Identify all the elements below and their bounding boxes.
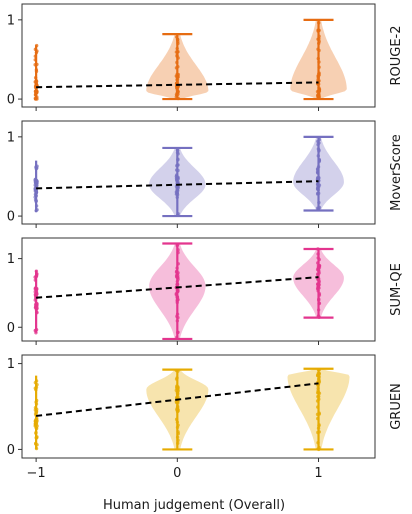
x-tick-label: 0 — [173, 466, 181, 481]
group-xm1 — [33, 160, 39, 213]
group-x0 — [146, 368, 209, 451]
group-x1 — [293, 135, 344, 212]
panel-rouge-2: 0 1 ROUGE-2 — [7, 3, 404, 111]
panel-frame — [21, 354, 376, 459]
panel-label: MoverScore — [389, 134, 404, 211]
x-tick-label: 1 — [314, 466, 322, 481]
panel-label: GRUEN — [389, 383, 404, 430]
trend-line — [36, 180, 319, 190]
group-x0 — [146, 33, 209, 101]
y-tick-label: 0 — [7, 93, 15, 108]
y-tick-label: 1 — [7, 13, 15, 28]
y-tick-label: 1 — [7, 252, 15, 267]
panel-frame — [21, 237, 376, 342]
y-tick-label: 0 — [7, 443, 15, 458]
panel-frame — [21, 120, 376, 225]
group-x0 — [149, 146, 206, 218]
panel-frame — [21, 3, 376, 108]
panel-moverscore: 0 1 MoverScore — [7, 120, 404, 228]
y-tick-label: 0 — [7, 210, 15, 225]
trend-line — [36, 276, 319, 299]
group-x1 — [287, 367, 350, 452]
group-xm1 — [33, 269, 39, 335]
group-x1 — [290, 18, 347, 101]
trend-line — [36, 382, 319, 417]
group-xm1 — [33, 43, 39, 101]
y-tick-label: 1 — [7, 357, 15, 372]
group-xm1 — [33, 375, 39, 451]
panel-sum-qe: 0 1 SUM-QE — [7, 237, 404, 345]
x-tick-label: −1 — [27, 466, 46, 481]
panel-label: ROUGE-2 — [389, 25, 404, 85]
panel-label: SUM-QE — [389, 263, 404, 316]
x-axis: Human judgement (Overall) −1 0 1 — [27, 466, 323, 513]
panels-layer: 0 1 ROUGE-2 0 1 MoverScore 0 1 SUM-QE 0 1 GRUEN — [7, 3, 404, 462]
x-axis-title: Human judgement (Overall) — [103, 498, 285, 513]
trend-line — [36, 81, 319, 89]
group-x1 — [293, 247, 344, 319]
panel-gruen: 0 1 GRUEN — [7, 354, 404, 462]
y-tick-label: 1 — [7, 130, 15, 145]
y-tick-label: 0 — [7, 321, 15, 336]
group-x0 — [149, 242, 206, 341]
